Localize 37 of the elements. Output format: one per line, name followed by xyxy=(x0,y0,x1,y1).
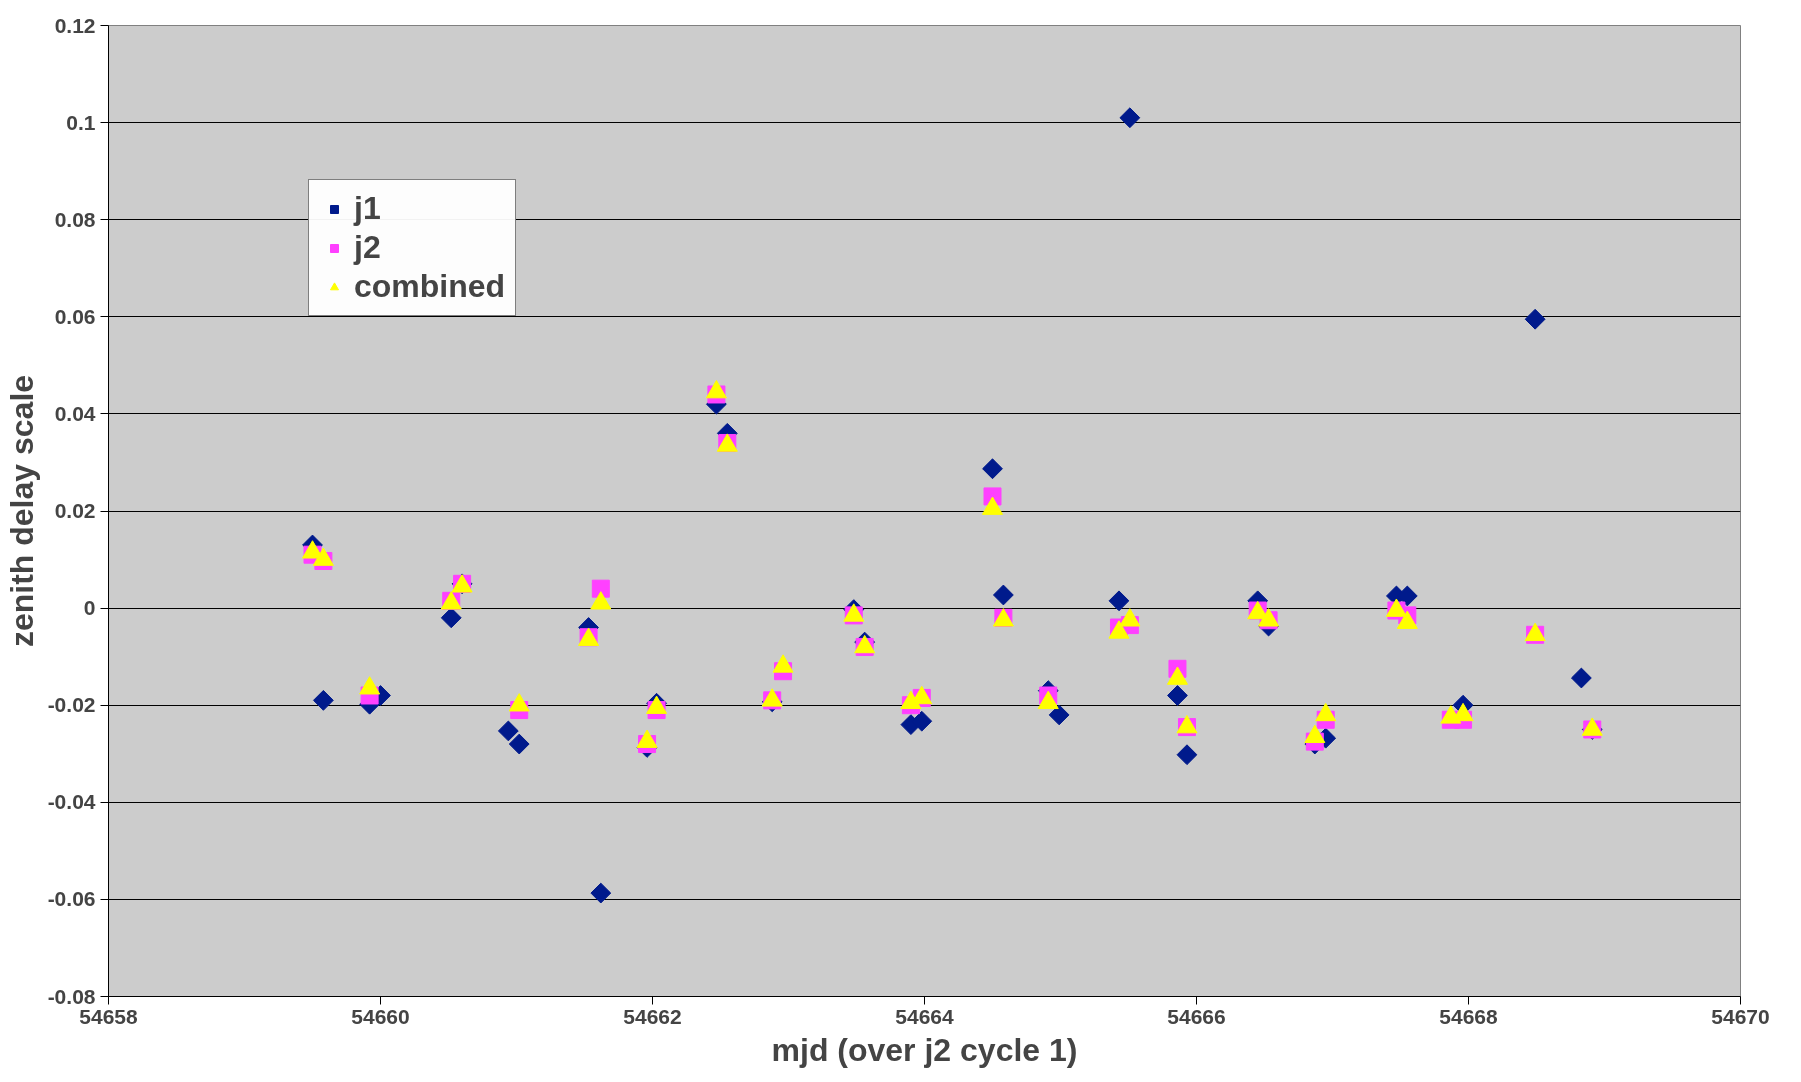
legend-label: combined xyxy=(354,268,506,305)
y-tick-label: -0.02 xyxy=(47,693,96,717)
y-tick-label: 0.12 xyxy=(54,13,96,37)
x-tick-label: 54668 xyxy=(1439,1004,1499,1028)
x-tick-label: 54660 xyxy=(351,1004,410,1028)
y-tick-label: 0.06 xyxy=(54,304,96,328)
point xyxy=(497,720,519,742)
x-tick-label: 54664 xyxy=(895,1004,955,1028)
x-tick-label: 54670 xyxy=(1711,1004,1770,1028)
point xyxy=(312,689,334,711)
point xyxy=(1108,590,1130,612)
legend-label: j2 xyxy=(354,229,381,266)
point xyxy=(591,579,610,598)
point xyxy=(1524,308,1546,330)
y-tick-label: 0 xyxy=(83,596,96,620)
y-tick-label: -0.04 xyxy=(47,790,96,814)
point xyxy=(508,733,530,755)
legend-label: j1 xyxy=(354,190,381,227)
point xyxy=(1176,744,1198,766)
point xyxy=(1119,107,1141,129)
y-tick-label: 0.1 xyxy=(66,110,96,134)
point xyxy=(982,458,1003,480)
point xyxy=(1048,704,1070,726)
x-axis-title: mjd (over j2 cycle 1) xyxy=(771,1031,1078,1068)
y-tick-label: 0.04 xyxy=(54,401,96,425)
y-axis-title: zenith delay scale xyxy=(3,374,40,648)
point xyxy=(590,882,612,904)
x-tick-label: 54666 xyxy=(1167,1004,1226,1028)
point xyxy=(440,607,462,629)
point xyxy=(992,584,1014,606)
y-tick-label: 0.08 xyxy=(54,207,96,231)
y-tick-label: 0.02 xyxy=(54,499,96,522)
point xyxy=(1570,667,1592,689)
point xyxy=(1167,685,1188,706)
x-tick-label: 54662 xyxy=(623,1004,682,1028)
y-tick-label: -0.06 xyxy=(47,887,96,911)
point xyxy=(911,710,933,732)
